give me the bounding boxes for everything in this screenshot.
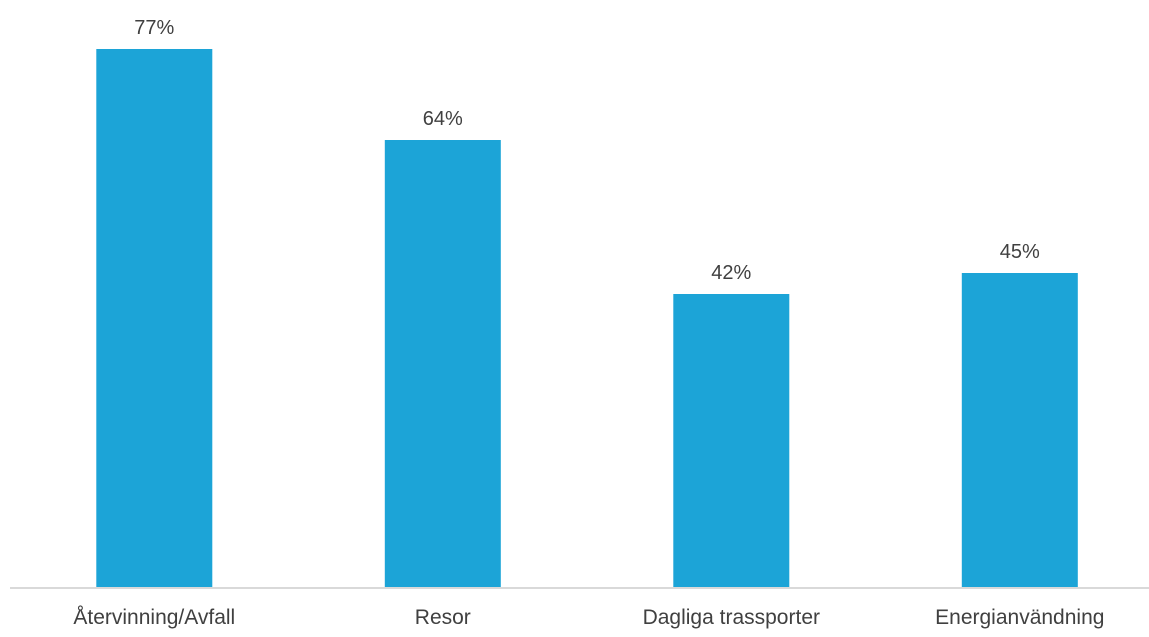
bar-4 — [961, 273, 1078, 588]
value-labels-layer: 77% 64% 42% 45% — [134, 17, 1040, 284]
bar-value-label-1: 77% — [134, 17, 174, 39]
bar-1 — [96, 49, 213, 588]
bar-3 — [673, 294, 790, 588]
bars-layer — [96, 49, 1078, 588]
bar-value-label-2: 64% — [423, 108, 463, 130]
bar-value-label-4: 45% — [1000, 241, 1040, 263]
x-tick-label-3: Dagliga trassporter — [643, 606, 820, 629]
x-tick-labels-layer: Återvinning/Avfall Resor Dagliga trassport… — [73, 606, 1104, 629]
x-tick-label-2: Resor — [415, 606, 471, 629]
x-tick-label-1: Återvinning/Avfall — [73, 606, 235, 629]
x-tick-label-4: Energianvändning — [935, 606, 1104, 629]
bar-2 — [384, 140, 501, 588]
bar-value-label-3: 42% — [711, 262, 751, 284]
